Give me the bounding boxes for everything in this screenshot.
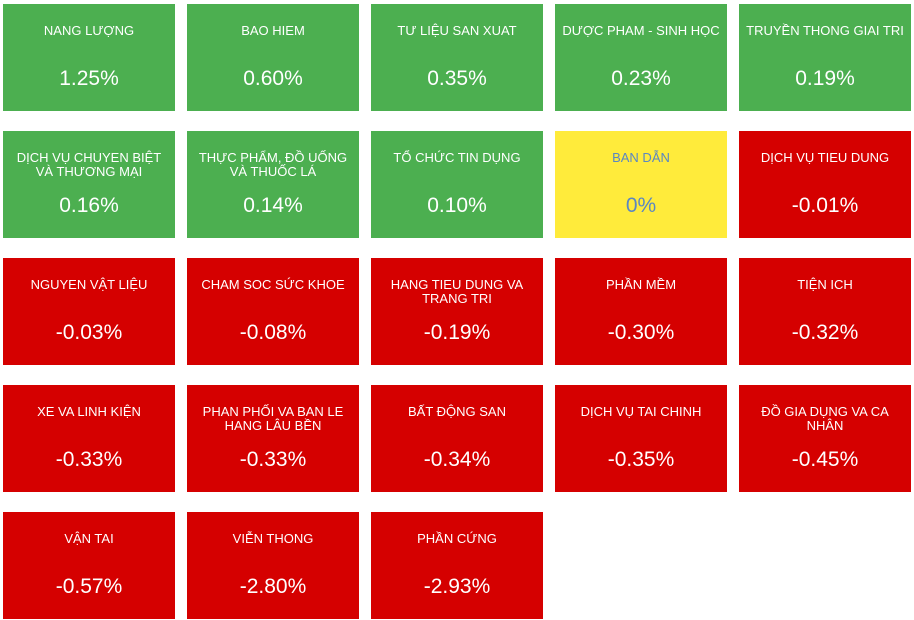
sector-tile[interactable]: TRUYỀN THONG GIAI TRI 0.19%: [739, 4, 911, 111]
sector-name: TRUYỀN THONG GIAI TRI: [746, 23, 904, 38]
sector-name: XE VA LINH KIỆN: [37, 404, 141, 419]
sector-change-value: 0.35%: [427, 67, 487, 90]
sector-tile[interactable]: BẤT ĐỘNG SAN -0.34%: [371, 385, 543, 492]
sector-name: PHẦN MỀM: [605, 277, 677, 292]
sector-tile[interactable]: BAO HIEM 0.60%: [187, 4, 359, 111]
sector-tile[interactable]: HANG TIEU DUNG VA TRANG TRI -0.19%: [371, 258, 543, 365]
sector-tile[interactable]: TỔ CHỨC TIN DỤNG 0.10%: [371, 131, 543, 238]
sector-tile[interactable]: PHẦN MỀM -0.30%: [555, 258, 727, 365]
sector-change-value: 0.23%: [611, 67, 671, 90]
sector-name: CHAM SOC SỨC KHOE: [201, 277, 345, 292]
sector-name: NGUYEN VẬT LIỆU: [30, 277, 148, 292]
sector-tile[interactable]: NANG LƯỢNG 1.25%: [3, 4, 175, 111]
sector-change-value: 0.14%: [243, 194, 303, 217]
sector-name: DỊCH VỤ TIEU DUNG: [760, 150, 890, 165]
sector-tile[interactable]: THỰC PHẨM, ĐỒ UỐNG VÀ THUỐC LÁ 0.14%: [187, 131, 359, 238]
sector-name: THỰC PHẨM, ĐỒ UỐNG VÀ THUỐC LÁ: [198, 150, 348, 179]
sector-tile[interactable]: NGUYEN VẬT LIỆU -0.03%: [3, 258, 175, 365]
sector-change-value: -0.33%: [55, 448, 123, 471]
sector-change-value: 0.10%: [427, 194, 487, 217]
sector-change-value: -0.19%: [423, 321, 491, 344]
sector-tile[interactable]: PHAN PHỐI VA BAN LE HANG LÂU BỀN -0.33%: [187, 385, 359, 492]
sector-change-value: -0.57%: [55, 575, 123, 598]
sector-change-value: -2.80%: [239, 575, 307, 598]
sector-tile[interactable]: TIỆN ICH -0.32%: [739, 258, 911, 365]
sector-tile[interactable]: VẬN TAI -0.57%: [3, 512, 175, 619]
sector-tile[interactable]: ĐỒ GIA DỤNG VA CA NHÂN -0.45%: [739, 385, 911, 492]
sector-change-value: 0.19%: [795, 67, 855, 90]
sector-name: ĐỒ GIA DỤNG VA CA NHÂN: [761, 404, 889, 433]
sector-tile[interactable]: BAN DẪN 0%: [555, 131, 727, 238]
sector-name: VẬN TAI: [64, 531, 114, 546]
sector-tile[interactable]: CHAM SOC SỨC KHOE -0.08%: [187, 258, 359, 365]
sector-tile[interactable]: TƯ LIỆU SAN XUAT 0.35%: [371, 4, 543, 111]
sector-name: DỊCH VỤ CHUYEN BIỆT VÀ THƯƠNG MẠI: [16, 150, 162, 179]
sector-name: PHAN PHỐI VA BAN LE HANG LÂU BỀN: [202, 404, 344, 433]
sector-name: PHẦN CỨNG: [417, 531, 497, 546]
sector-tile[interactable]: XE VA LINH KIỆN -0.33%: [3, 385, 175, 492]
sector-name: DƯỢC PHAM - SINH HỌC: [562, 23, 720, 38]
sector-change-value: -0.33%: [239, 448, 307, 471]
sector-name: HANG TIEU DUNG VA TRANG TRI: [390, 277, 524, 306]
sector-change-value: -0.34%: [423, 448, 491, 471]
sector-name: VIỄN THONG: [232, 531, 314, 546]
sector-tile[interactable]: PHẦN CỨNG -2.93%: [371, 512, 543, 619]
sector-name: BAO HIEM: [241, 23, 305, 38]
sector-name: BAN DẪN: [612, 150, 670, 165]
sector-change-value: -2.93%: [423, 575, 491, 598]
sector-name: TIỆN ICH: [797, 277, 853, 292]
sector-tile[interactable]: DỊCH VỤ TAI CHINH -0.35%: [555, 385, 727, 492]
sector-change-value: -0.01%: [791, 194, 859, 217]
sector-change-value: -0.30%: [607, 321, 675, 344]
sector-name: TƯ LIỆU SAN XUAT: [397, 23, 517, 38]
sector-tile[interactable]: DƯỢC PHAM - SINH HỌC 0.23%: [555, 4, 727, 111]
sector-tile[interactable]: VIỄN THONG -2.80%: [187, 512, 359, 619]
sector-name: DỊCH VỤ TAI CHINH: [580, 404, 702, 419]
sector-change-value: -0.45%: [791, 448, 859, 471]
sector-change-value: 0.16%: [59, 194, 119, 217]
sector-change-value: -0.03%: [55, 321, 123, 344]
sector-change-value: 1.25%: [59, 67, 119, 90]
sector-change-value: -0.08%: [239, 321, 307, 344]
sector-change-value: -0.35%: [607, 448, 675, 471]
sector-change-value: -0.32%: [791, 321, 859, 344]
sector-name: TỔ CHỨC TIN DỤNG: [393, 150, 521, 165]
sector-change-value: 0.60%: [243, 67, 303, 90]
sector-name: NANG LƯỢNG: [43, 23, 135, 38]
sector-name: BẤT ĐỘNG SAN: [407, 404, 506, 419]
sector-change-value: 0%: [625, 194, 657, 217]
sector-tile[interactable]: DỊCH VỤ CHUYEN BIỆT VÀ THƯƠNG MẠI 0.16%: [3, 131, 175, 238]
sector-tile[interactable]: DỊCH VỤ TIEU DUNG -0.01%: [739, 131, 911, 238]
